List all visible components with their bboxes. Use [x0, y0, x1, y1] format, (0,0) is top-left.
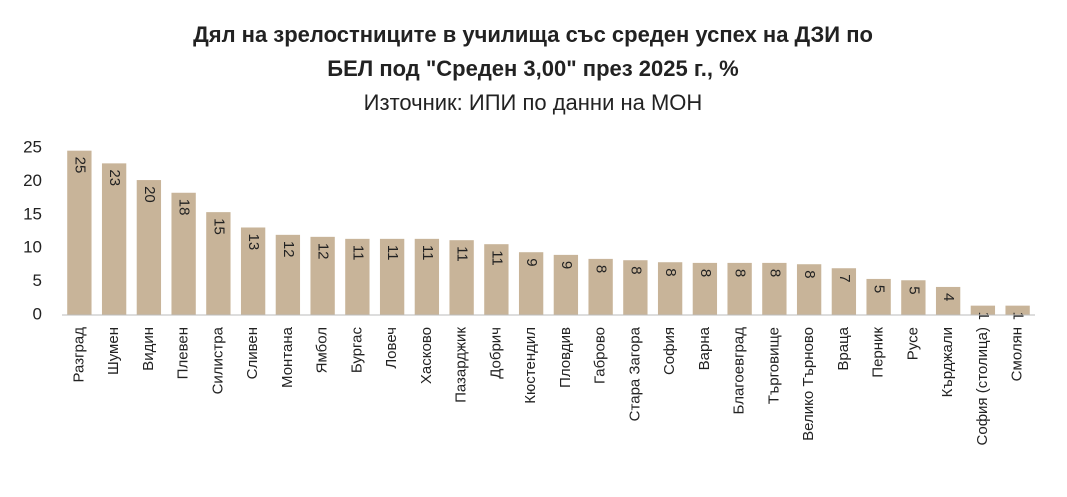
bar — [240, 227, 266, 315]
chart-title: БЕЛ под "Среден 3,00" през 2025 г., % — [327, 56, 738, 81]
bar — [171, 192, 196, 315]
bar — [623, 260, 648, 315]
value-label: 4 — [940, 293, 957, 301]
bar — [935, 286, 961, 315]
x-tick-label: София — [661, 327, 678, 375]
bar — [831, 268, 857, 315]
x-tick-label: Бургас — [348, 327, 365, 374]
bar — [518, 252, 544, 315]
x-tick-label: Хасково — [418, 327, 435, 384]
x-tick-label: Кърджали — [939, 327, 956, 397]
bar — [449, 240, 474, 315]
value-label: 13 — [245, 233, 262, 250]
bar — [970, 305, 996, 315]
value-label: 8 — [697, 269, 714, 277]
bar — [553, 254, 579, 315]
value-label: 12 — [280, 241, 297, 258]
value-label: 12 — [315, 243, 332, 260]
value-label: 11 — [384, 245, 401, 261]
bar — [866, 278, 891, 315]
x-tick-label: Добрич — [487, 327, 504, 379]
bar — [588, 258, 613, 315]
bar — [657, 262, 683, 315]
value-label: 1 — [1010, 312, 1027, 320]
y-tick-label: 10 — [23, 238, 42, 257]
bar — [379, 238, 405, 315]
value-label: 18 — [176, 199, 193, 216]
y-tick-label: 25 — [23, 137, 42, 156]
bar — [727, 262, 752, 315]
chart-subtitle: Източник: ИПИ по данни на МОН — [364, 90, 703, 115]
value-label: 8 — [801, 270, 818, 278]
x-tick-label: Ямбол — [314, 327, 331, 373]
x-tick-label: Търговище — [765, 327, 782, 404]
value-label: 8 — [662, 268, 679, 276]
x-tick-label: Русе — [904, 327, 921, 360]
value-label: 8 — [627, 266, 644, 274]
value-label: 15 — [210, 218, 227, 235]
bar — [136, 180, 162, 315]
x-tick-label: Шумен — [105, 327, 122, 375]
x-tick-label: Смолян — [1009, 327, 1026, 381]
value-label: 11 — [419, 245, 436, 261]
value-label: 23 — [106, 169, 123, 186]
bar — [796, 264, 822, 315]
value-label: 25 — [71, 157, 88, 174]
x-tick-label: Силистра — [209, 326, 226, 394]
bar — [692, 262, 718, 315]
x-tick-label: София (столица) — [974, 327, 991, 445]
y-tick-label: 5 — [33, 271, 42, 290]
bar — [101, 163, 127, 315]
x-tick-label: Велико Търново — [800, 327, 817, 441]
x-tick-label: Перник — [870, 327, 887, 378]
x-tick-label: Варна — [696, 326, 713, 370]
value-label: 8 — [732, 269, 749, 277]
bar — [414, 238, 440, 315]
bar — [310, 236, 335, 315]
value-label: 20 — [141, 186, 158, 203]
bar — [275, 234, 301, 315]
x-tick-label: Кюстендил — [522, 327, 539, 404]
bar — [1005, 305, 1030, 315]
value-label: 8 — [593, 265, 610, 273]
x-tick-label: Стара Загора — [626, 326, 643, 421]
bar — [206, 212, 231, 315]
y-tick-label: 20 — [23, 171, 42, 190]
x-tick-label: Пловдив — [557, 327, 574, 388]
value-label: 11 — [349, 245, 366, 261]
x-tick-label: Сливен — [244, 327, 261, 379]
value-label: 9 — [558, 261, 575, 269]
chart-title: Дял на зрелостниците в училища със среде… — [193, 22, 873, 47]
value-label: 1 — [975, 312, 992, 320]
x-tick-label: Плевен — [175, 327, 192, 379]
value-label: 5 — [871, 285, 888, 293]
value-label: 11 — [454, 246, 471, 262]
x-tick-label: Монтана — [279, 326, 296, 388]
x-tick-label: Видин — [140, 327, 157, 371]
value-label: 5 — [905, 286, 922, 294]
bar — [901, 280, 926, 315]
value-label: 11 — [488, 250, 505, 266]
value-label: 7 — [836, 274, 853, 282]
bar — [484, 244, 509, 315]
x-tick-label: Ловеч — [383, 327, 400, 369]
value-label: 8 — [766, 269, 783, 277]
bar — [67, 150, 92, 315]
x-tick-label: Враца — [835, 326, 852, 370]
value-label: 9 — [523, 258, 540, 266]
y-tick-label: 15 — [23, 204, 42, 223]
x-tick-label: Пазарджик — [453, 327, 470, 403]
bar — [345, 238, 370, 315]
x-tick-label: Габрово — [592, 327, 609, 384]
bar — [762, 262, 787, 315]
x-tick-label: Благоевград — [731, 327, 748, 415]
y-tick-label: 0 — [33, 304, 42, 323]
x-tick-label: Разград — [70, 327, 87, 383]
